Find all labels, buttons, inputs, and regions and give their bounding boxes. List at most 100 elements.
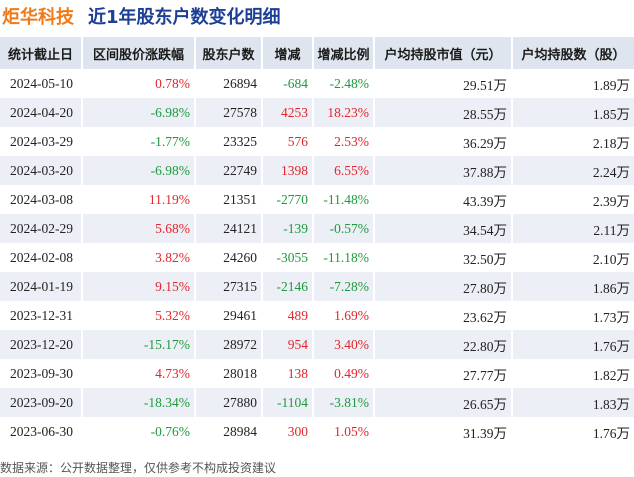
holders-table: 统计截止日 区间股价涨跌幅 股东户数 增减 增减比例 户均持股市值（元） 户均持… — [0, 37, 634, 446]
cell-avg-shares: 1.73万 — [512, 301, 634, 330]
col-header-avg-value[interactable]: 户均持股市值（元） — [374, 37, 513, 69]
cell-ratio: 1.69% — [313, 301, 375, 330]
cell-holders: 28972 — [195, 330, 263, 359]
cell-date: 2024-05-10 — [0, 69, 83, 98]
cell-ratio: 3.40% — [313, 330, 375, 359]
cell-avg-value: 28.55万 — [374, 98, 513, 127]
cell-date: 2024-02-08 — [0, 243, 83, 272]
cell-holders: 26894 — [195, 69, 263, 98]
table-row: 2024-03-29 -1.77% 23325 576 2.53% 36.29万 2.18万 — [0, 127, 634, 156]
table-row: 2024-01-19 9.15% 27315 -2146 -7.28% 27.80万 1.8… — [0, 272, 634, 301]
cell-avg-shares: 1.86万 — [512, 272, 634, 301]
cell-price-change: 4.73% — [82, 359, 196, 388]
cell-avg-value: 32.50万 — [374, 243, 513, 272]
table-row: 2023-12-20 -15.17% 28972 954 3.40% 22.80万 1.76… — [0, 330, 634, 359]
cell-holders: 24121 — [195, 214, 263, 243]
cell-avg-shares: 1.76万 — [512, 417, 634, 446]
cell-date: 2024-03-29 — [0, 127, 83, 156]
cell-avg-shares: 2.39万 — [512, 185, 634, 214]
cell-avg-value: 26.65万 — [374, 388, 513, 417]
cell-avg-value: 31.39万 — [374, 417, 513, 446]
col-header-date[interactable]: 统计截止日 — [0, 37, 83, 69]
table-row: 2023-09-30 4.73% 28018 138 0.49% 27.77万 1.82万 — [0, 359, 634, 388]
cell-ratio: -0.57% — [313, 214, 375, 243]
cell-holders: 29461 — [195, 301, 263, 330]
col-header-avg-shares[interactable]: 户均持股数（股） — [512, 37, 634, 69]
cell-price-change: 5.68% — [82, 214, 196, 243]
cell-change: 4253 — [262, 98, 314, 127]
cell-date: 2024-03-20 — [0, 156, 83, 185]
cell-ratio: 2.53% — [313, 127, 375, 156]
cell-avg-shares: 1.83万 — [512, 388, 634, 417]
cell-ratio: 1.05% — [313, 417, 375, 446]
table-row: 2023-09-20 -18.34% 27880 -1104 -3.81% 26.65万 1… — [0, 388, 634, 417]
cell-avg-shares: 1.89万 — [512, 69, 634, 98]
table-row: 2023-12-31 5.32% 29461 489 1.69% 23.62万 1.73万 — [0, 301, 634, 330]
cell-ratio: -11.48% — [313, 185, 375, 214]
cell-price-change: -6.98% — [82, 156, 196, 185]
col-header-ratio[interactable]: 增减比例 — [313, 37, 375, 69]
cell-price-change: -15.17% — [82, 330, 196, 359]
cell-holders: 22749 — [195, 156, 263, 185]
cell-change: 1398 — [262, 156, 314, 185]
cell-price-change: -18.34% — [82, 388, 196, 417]
cell-price-change: 5.32% — [82, 301, 196, 330]
cell-holders: 28018 — [195, 359, 263, 388]
cell-date: 2023-09-30 — [0, 359, 83, 388]
cell-avg-value: 36.29万 — [374, 127, 513, 156]
cell-holders: 27880 — [195, 388, 263, 417]
cell-change: 576 — [262, 127, 314, 156]
cell-avg-value: 29.51万 — [374, 69, 513, 98]
page-title: 近1年股东户数变化明细 — [88, 7, 281, 28]
table-row: 2024-03-08 11.19% 21351 -2770 -11.48% 43.39万 2… — [0, 185, 634, 214]
table-row: 2024-05-10 0.78% 26894 -684 -2.48% 29.51万 1.89… — [0, 69, 634, 98]
cell-holders: 24260 — [195, 243, 263, 272]
cell-price-change: -6.98% — [82, 98, 196, 127]
cell-avg-value: 37.88万 — [374, 156, 513, 185]
cell-holders: 28984 — [195, 417, 263, 446]
company-name: 炬华科技 — [2, 7, 74, 28]
cell-avg-value: 23.62万 — [374, 301, 513, 330]
cell-change: -3055 — [262, 243, 314, 272]
cell-holders: 27315 — [195, 272, 263, 301]
cell-change: -139 — [262, 214, 314, 243]
cell-ratio: -11.18% — [313, 243, 375, 272]
cell-avg-shares: 1.76万 — [512, 330, 634, 359]
table-row: 2024-04-20 -6.98% 27578 4253 18.23% 28.55万 1.8… — [0, 98, 634, 127]
cell-avg-value: 27.77万 — [374, 359, 513, 388]
cell-change: -684 — [262, 69, 314, 98]
cell-change: -1104 — [262, 388, 314, 417]
table-row: 2024-03-20 -6.98% 22749 1398 6.55% 37.88万 2.24… — [0, 156, 634, 185]
cell-price-change: -0.76% — [82, 417, 196, 446]
cell-price-change: 9.15% — [82, 272, 196, 301]
cell-avg-shares: 1.85万 — [512, 98, 634, 127]
cell-avg-shares: 2.11万 — [512, 214, 634, 243]
cell-date: 2023-12-20 — [0, 330, 83, 359]
col-header-holders[interactable]: 股东户数 — [195, 37, 263, 69]
cell-date: 2023-12-31 — [0, 301, 83, 330]
cell-avg-shares: 1.82万 — [512, 359, 634, 388]
cell-ratio: -3.81% — [313, 388, 375, 417]
cell-avg-value: 43.39万 — [374, 185, 513, 214]
cell-change: 138 — [262, 359, 314, 388]
cell-price-change: 11.19% — [82, 185, 196, 214]
footer-note: 数据来源：公开数据整理，仅供参考不构成投资建议 — [0, 461, 277, 475]
table-row: 2024-02-29 5.68% 24121 -139 -0.57% 34.54万 2.11… — [0, 214, 634, 243]
cell-change: 489 — [262, 301, 314, 330]
col-header-change[interactable]: 增减 — [262, 37, 314, 69]
cell-holders: 21351 — [195, 185, 263, 214]
cell-date: 2024-03-08 — [0, 185, 83, 214]
table-header-row: 统计截止日 区间股价涨跌幅 股东户数 增减 增减比例 户均持股市值（元） 户均持… — [0, 37, 634, 69]
table-row: 2023-06-30 -0.76% 28984 300 1.05% 31.39万 1.76万 — [0, 417, 634, 446]
cell-date: 2023-09-20 — [0, 388, 83, 417]
cell-avg-shares: 2.24万 — [512, 156, 634, 185]
cell-date: 2024-02-29 — [0, 214, 83, 243]
cell-ratio: 6.55% — [313, 156, 375, 185]
cell-avg-value: 34.54万 — [374, 214, 513, 243]
cell-date: 2023-06-30 — [0, 417, 83, 446]
cell-avg-shares: 2.10万 — [512, 243, 634, 272]
cell-holders: 23325 — [195, 127, 263, 156]
cell-change: 954 — [262, 330, 314, 359]
title-bar: 炬华科技 近1年股东户数变化明细 — [0, 0, 634, 32]
col-header-price-change[interactable]: 区间股价涨跌幅 — [82, 37, 196, 69]
